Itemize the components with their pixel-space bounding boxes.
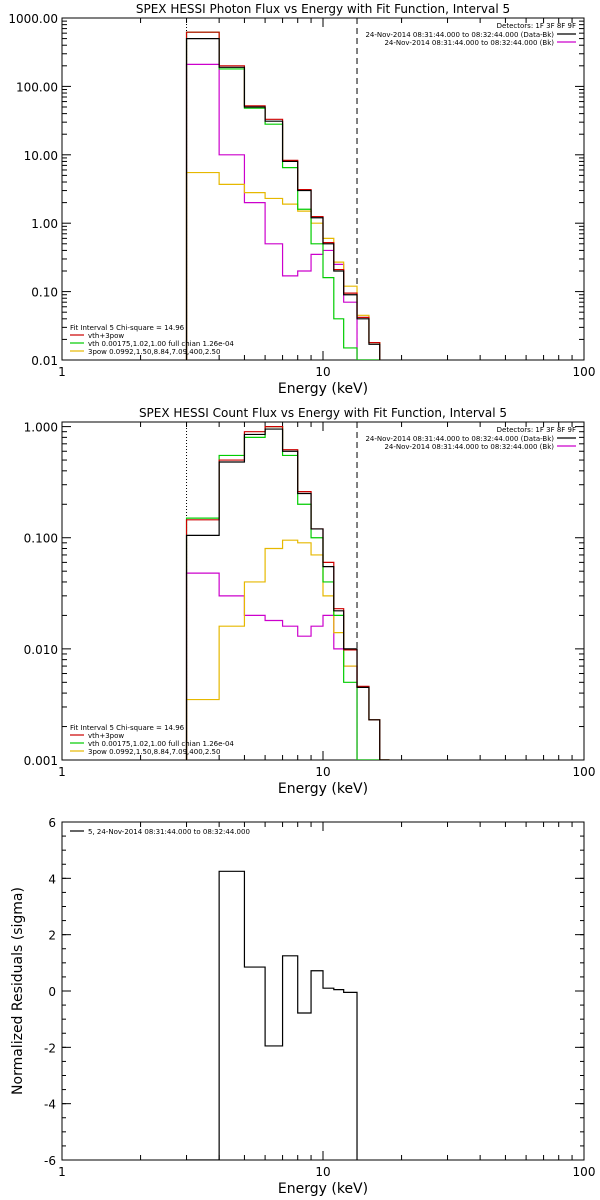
y-tick-label: -2 (44, 1041, 56, 1055)
legend-entry-label: 24-Nov-2014 08:31:44.000 to 08:32:44.000… (384, 443, 554, 451)
plot-frame (61, 821, 585, 1161)
y-tick-label: 1000.00 (8, 12, 58, 26)
y-axis-label: Normalized Residuals (sigma) (10, 887, 26, 1095)
legend-heading: Detectors: 1F 3F 8F 9F (497, 22, 576, 30)
y-tick-label: 0.01 (31, 354, 58, 368)
x-tick-label: 10 (315, 1165, 330, 1179)
legend-entry-label: 24-Nov-2014 08:31:44.000 to 08:32:44.000… (365, 435, 554, 443)
x-axis-label: Energy (keV) (278, 781, 368, 797)
x-tick-label: 100 (573, 365, 596, 379)
count-flux-panel: 1 10 100 0.001 0.010 0.100 1.000 SPEX HESSI Cou… (24, 406, 596, 797)
y-tick-label: 0.010 (24, 643, 58, 657)
series-group (185, 426, 390, 760)
y-tick-label: 4 (48, 872, 56, 886)
fit-info-heading: Fit Interval 5 Chi-square = 14.96 (70, 324, 185, 332)
y-tick-label: 2 (48, 929, 56, 943)
y-tick-label: -4 (44, 1098, 56, 1112)
residuals-panel: 1 10 100 6 4 2 0 -2 -4 -6 Energy (keV) Normalized R… (10, 816, 595, 1197)
y-tick-label: 10.00 (24, 149, 58, 163)
legend-entry-label: 24-Nov-2014 08:31:44.000 to 08:32:44.000… (384, 39, 554, 47)
series-line (185, 31, 380, 360)
y-tick-label: 0 (48, 985, 56, 999)
series-line (186, 870, 358, 1160)
y-tick-label: -6 (44, 1154, 56, 1168)
chart-title: SPEX HESSI Photon Flux vs Energy with Fi… (136, 2, 510, 16)
fit-info-heading: Fit Interval 5 Chi-square = 14.96 (70, 724, 185, 732)
series-line (185, 37, 381, 360)
fit-info-label: 3pow 0.0992,1.50,8.84,7.09,400,2.50 (88, 348, 220, 356)
x-tick-label: 1 (58, 1165, 66, 1179)
fit-info-label: vth 0.00175,1.02,1.00 full chian 1.26e-0… (88, 740, 234, 748)
y-tick-label: 1.000 (24, 421, 58, 435)
fit-info-label: vth+3pow (88, 332, 124, 340)
fit-info-label: vth 0.00175,1.02,1.00 full chian 1.26e-0… (88, 340, 234, 348)
y-tick-label: 0.10 (31, 286, 58, 300)
series-group (186, 870, 358, 1160)
x-tick-label: 1 (58, 765, 66, 779)
series-line (185, 428, 390, 760)
y-tick-label: 1.00 (31, 217, 58, 231)
y-tick-label: 0.001 (24, 754, 58, 768)
y-tick-label: 100.00 (16, 80, 58, 94)
x-tick-label: 100 (573, 1165, 596, 1179)
photon-flux-panel: 1 10 100 0.01 0.10 1.00 10.00 100.00 1000.00 SPEX… (8, 2, 595, 397)
fit-info: Fit Interval 5 Chi-square = 14.96vth+3po… (70, 324, 234, 356)
x-axis-label: Energy (keV) (278, 381, 368, 397)
chart-title: SPEX HESSI Count Flux vs Energy with Fit… (139, 406, 507, 420)
x-tick-label: 100 (573, 765, 596, 779)
x-tick-label: 10 (315, 365, 330, 379)
series-group (185, 31, 381, 360)
series-line (185, 31, 381, 360)
legend: 5, 24-Nov-2014 08:31:44.000 to 08:32:44.… (70, 828, 250, 836)
legend-entry-label: 24-Nov-2014 08:31:44.000 to 08:32:44.000… (365, 31, 554, 39)
x-tick-label: 1 (58, 365, 66, 379)
y-tick-label: 6 (48, 816, 56, 830)
series-line (185, 572, 390, 760)
y-tick-label: 0.100 (24, 532, 58, 546)
series-line (185, 63, 380, 360)
legend-entry-label: 5, 24-Nov-2014 08:31:44.000 to 08:32:44.… (88, 828, 250, 836)
x-axis-label: Energy (keV) (278, 1181, 368, 1197)
series-line (185, 426, 390, 760)
plot-frame (61, 17, 585, 361)
x-tick-label: 10 (315, 765, 330, 779)
series-line (185, 426, 390, 760)
fit-info-label: vth+3pow (88, 732, 124, 740)
legend-heading: Detectors: 1F 3F 8F 9F (497, 426, 576, 434)
fit-info: Fit Interval 5 Chi-square = 14.96vth+3po… (70, 724, 234, 756)
fit-info-label: 3pow 0.0992,1.50,8.84,7.09,400,2.50 (88, 748, 220, 756)
